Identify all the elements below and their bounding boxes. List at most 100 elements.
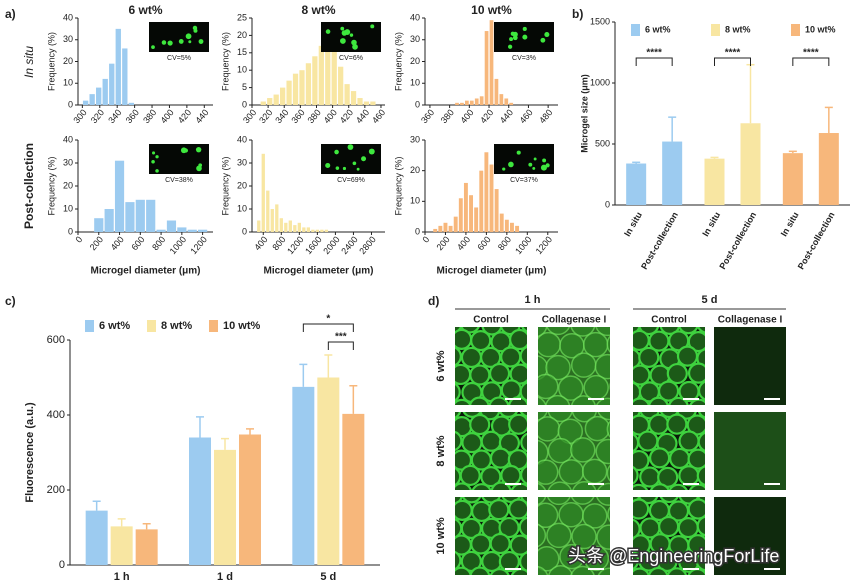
microgel [460,346,483,369]
microgel [606,420,610,438]
microgel [469,566,491,575]
inset-dot [151,160,155,164]
micrograph [633,497,705,575]
inset-dot [188,40,192,44]
x-tick-label: Post-collection [796,210,837,271]
inset-dot [352,44,358,50]
microgel [607,506,610,523]
y-tick-label: 40 [410,12,420,22]
bar [280,87,286,105]
y-tick-label: 0 [605,199,610,209]
inset-dot [325,29,331,34]
bar [284,222,288,232]
y-tick-label: 30 [63,157,73,167]
legend-swatch [711,24,720,36]
significance-bracket [327,341,354,350]
microgel [508,498,527,520]
inset-dot [528,162,533,167]
x-tick-label: 400 [455,234,472,252]
bar [177,227,187,232]
inset-dot [544,31,550,38]
y-tick-label: 10 [63,203,73,213]
microgel [666,413,688,435]
legend-swatch [85,320,94,332]
significance-bracket [635,57,673,66]
y-tick-label: 20 [237,30,247,40]
legend-label: 8 wt% [161,320,192,332]
bar [299,70,305,105]
microgel [538,396,547,405]
bar [261,153,265,232]
x-tick-label: 5 d [320,571,336,583]
row-label: In situ [22,46,36,78]
bar [102,78,108,105]
microgel [468,396,490,405]
microgel [538,502,559,529]
microgel [538,497,547,506]
y-tick-label: 10 [237,65,247,75]
group-header: 1 h [525,294,541,306]
microgel [455,328,473,350]
x-tick-label: 600 [475,234,492,252]
x-tick-label: 460 [517,107,534,125]
bar [448,225,453,232]
microgel [595,397,610,405]
microgel [538,565,549,575]
microgel [697,380,705,401]
bar [156,229,166,232]
inset-dot [540,164,547,171]
microgel [455,412,462,419]
x-tick-label: 2400 [339,234,360,256]
bar [115,28,121,105]
inset-dot [542,158,547,163]
bar [122,48,128,105]
bar [279,218,283,232]
inset-dot [342,166,347,171]
y-tick-label: 30 [410,34,420,44]
group-header: 5 d [702,294,718,306]
microgel [519,381,527,402]
bar [286,80,292,105]
x-tick-label: 1200 [188,234,209,256]
significance-label: *** [335,332,347,343]
inset-dot [507,44,513,49]
inset-label: CV=38% [165,177,193,184]
y-tick-label: 0 [242,99,247,109]
y-tick-label: 15 [237,47,247,57]
bar [305,63,312,105]
bar [198,229,208,232]
y-tick-label: 10 [237,203,247,213]
microgel [461,497,482,504]
x-tick-label: 800 [150,234,167,252]
inset-image [149,22,209,52]
inset-dot [540,37,546,43]
significance-label: * [326,314,330,325]
microgel [471,483,492,490]
panel-label: c) [5,294,16,308]
x-tick-label: 1 d [217,571,233,583]
bar [782,153,803,205]
inset-dot [340,26,345,31]
microgel [519,412,527,418]
microgel [509,363,527,385]
x-tick-label: 440 [498,107,515,125]
x-tick-label: 440 [193,107,210,125]
y-tick-label: 25 [237,12,247,22]
microgel [570,497,595,505]
microgel [597,567,610,575]
microgel [571,523,597,550]
inset-dot [522,26,527,32]
bar [306,227,311,232]
microgel [455,466,462,487]
microgel [570,437,596,463]
legend-swatch [631,24,640,36]
legend-label: 6 wt% [645,24,671,34]
row-label: Post-collection [22,143,36,229]
chart-title: 10 wt% [471,3,512,17]
micrograph [455,497,527,575]
bar [438,225,443,232]
microgel [659,497,679,504]
microgel [658,515,680,538]
micrograph [455,412,527,490]
microgel [538,482,547,490]
